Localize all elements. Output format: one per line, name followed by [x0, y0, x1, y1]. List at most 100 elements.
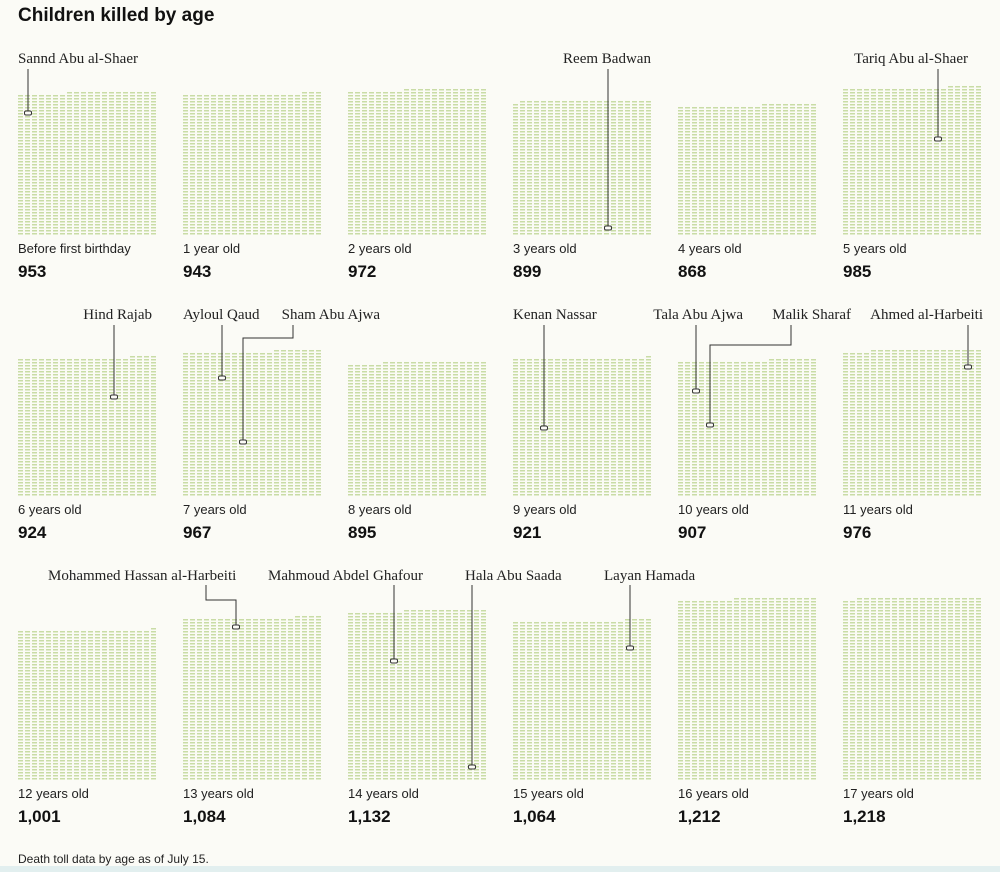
- waffle-5-years-old: [843, 86, 981, 235]
- count-label: 1,132: [348, 807, 391, 826]
- count-label: 1,218: [843, 807, 886, 826]
- count-label: 967: [183, 523, 211, 542]
- count-label: 1,212: [678, 807, 721, 826]
- waffle-16-years-old: [678, 598, 816, 780]
- waffle-marks: [18, 628, 156, 780]
- leader-line: [205, 585, 237, 627]
- marker-dash: [239, 439, 247, 445]
- marker-dash: [604, 225, 612, 231]
- annotation-ayloul-qaud: Ayloul Qaud: [183, 307, 260, 381]
- count-label: 895: [348, 523, 376, 542]
- annotation-sham-abu-ajwa: Sham Abu Ajwa: [239, 307, 381, 445]
- marker-dash: [540, 425, 548, 431]
- waffle-17-years-old: [843, 598, 981, 780]
- age-label: Before first birthday: [18, 241, 131, 256]
- name-label: Sham Abu Ajwa: [282, 307, 381, 323]
- waffle-13-years-old: [183, 616, 321, 780]
- waffle-marks: [843, 86, 981, 235]
- marker-dash: [468, 764, 476, 770]
- waffle-marks: [843, 350, 981, 496]
- waffle-marks: [843, 598, 981, 780]
- marker-dash: [232, 624, 240, 630]
- waffle-4-years-old: [678, 104, 816, 235]
- count-label: 985: [843, 262, 871, 281]
- name-label: Sannd Abu al-Shaer: [18, 51, 138, 67]
- name-label: Layan Hamada: [604, 568, 696, 584]
- waffle-marks: [348, 610, 486, 780]
- age-label: 14 years old: [348, 786, 419, 801]
- age-label: 4 years old: [678, 241, 742, 256]
- marker-dash: [934, 136, 942, 142]
- age-label: 7 years old: [183, 502, 247, 517]
- waffle-marks: [513, 356, 651, 496]
- marker-dash: [692, 388, 700, 394]
- annotation-hala-abu-saada: Hala Abu Saada: [465, 568, 562, 770]
- waffle-3-years-old: [513, 101, 651, 235]
- waffle-marks: [678, 359, 816, 496]
- annotation-kenan-nassar: Kenan Nassar: [513, 307, 597, 431]
- marker-dash: [110, 394, 118, 400]
- name-label: Tala Abu Ajwa: [653, 307, 743, 323]
- age-label: 10 years old: [678, 502, 749, 517]
- marker-dash: [964, 364, 972, 370]
- name-label: Tariq Abu al-Shaer: [854, 51, 968, 67]
- name-label: Mahmoud Abdel Ghafour: [268, 568, 423, 584]
- marker-dash: [626, 645, 634, 651]
- waffle-marks: [678, 104, 816, 235]
- age-label: 5 years old: [843, 241, 907, 256]
- marker-dash: [218, 375, 226, 381]
- name-label: Ahmed al-Harbeiti: [870, 307, 983, 323]
- waffle-7-years-old: [183, 350, 321, 496]
- waffle-marks: [183, 92, 321, 235]
- age-label: 6 years old: [18, 502, 82, 517]
- count-label: 899: [513, 262, 541, 281]
- waffle-12-years-old: [18, 628, 156, 780]
- annotation-ahmed-al-harbeiti: Ahmed al-Harbeiti: [870, 307, 983, 370]
- count-label: 972: [348, 262, 376, 281]
- waffle-11-years-old: [843, 350, 981, 496]
- name-label: Reem Badwan: [563, 51, 651, 67]
- waffle-9-years-old: [513, 356, 651, 496]
- count-label: 921: [513, 523, 541, 542]
- annotation-mahmoud-abdel-ghafour: Mahmoud Abdel Ghafour: [268, 568, 423, 664]
- count-label: 976: [843, 523, 871, 542]
- waffle-marks: [678, 598, 816, 780]
- waffle-marks: [183, 350, 321, 496]
- waffle-marks: [348, 89, 486, 235]
- bottom-bar: [0, 866, 1000, 872]
- annotation-sannd-abu-al-shaer: Sannd Abu al-Shaer: [18, 51, 138, 116]
- waffle-before-first-birthday: [18, 92, 156, 235]
- name-label: Hala Abu Saada: [465, 568, 562, 584]
- count-label: 1,001: [18, 807, 61, 826]
- age-label: 15 years old: [513, 786, 584, 801]
- footnote: Death toll data by age as of July 15.: [18, 852, 209, 866]
- count-label: 943: [183, 262, 211, 281]
- age-label: 3 years old: [513, 241, 577, 256]
- age-label: 12 years old: [18, 786, 89, 801]
- annotation-malik-sharaf: Malik Sharaf: [706, 307, 851, 428]
- waffle-marks: [348, 362, 486, 496]
- waffle-marks: [18, 92, 156, 235]
- annotation-layan-hamada: Layan Hamada: [604, 568, 696, 651]
- age-label: 11 years old: [843, 502, 913, 517]
- count-label: 868: [678, 262, 706, 281]
- waffle-2-years-old: [348, 89, 486, 235]
- marker-dash: [24, 110, 32, 116]
- count-label: 924: [18, 523, 47, 542]
- age-label: 16 years old: [678, 786, 749, 801]
- count-label: 1,084: [183, 807, 226, 826]
- age-label: 9 years old: [513, 502, 577, 517]
- leader-line: [709, 325, 792, 425]
- name-label: Ayloul Qaud: [183, 307, 260, 323]
- chart-title: Children killed by age: [18, 5, 215, 26]
- annotation-reem-badwan: Reem Badwan: [563, 51, 651, 231]
- count-label: 953: [18, 262, 46, 281]
- waffle-8-years-old: [348, 362, 486, 496]
- age-label: 2 years old: [348, 241, 412, 256]
- name-label: Mohammed Hassan al-Harbeiti: [48, 568, 236, 584]
- name-label: Malik Sharaf: [772, 307, 851, 323]
- annotation-mohammed-hassan-al-harbeiti: Mohammed Hassan al-Harbeiti: [48, 568, 240, 630]
- waffle-marks: [183, 616, 321, 780]
- count-label: 907: [678, 523, 706, 542]
